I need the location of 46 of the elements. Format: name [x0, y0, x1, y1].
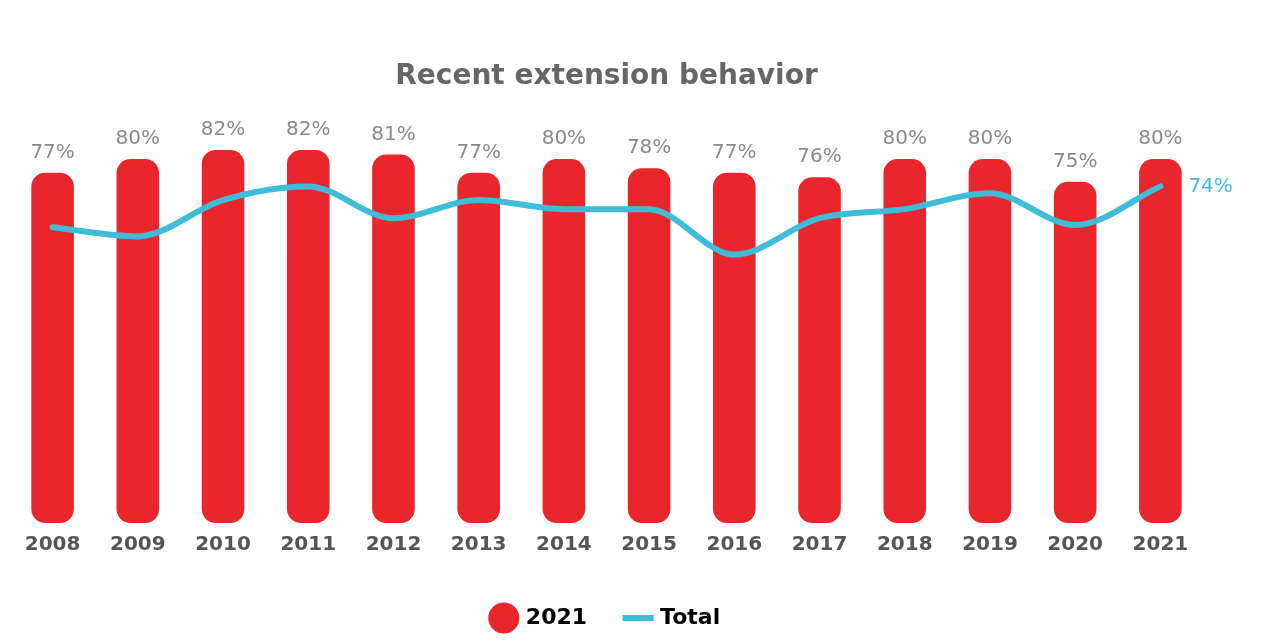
data-label: 80%	[541, 125, 587, 150]
data-label: 74%	[1188, 172, 1233, 197]
bar	[713, 172, 756, 523]
bar	[1053, 181, 1097, 523]
data-label: 81%	[371, 120, 416, 145]
bar	[883, 159, 927, 523]
bar	[457, 172, 500, 523]
data-label: 80%	[882, 125, 927, 150]
x-tick-label: 2014	[536, 531, 592, 556]
data-label: 76%	[797, 143, 842, 168]
bar	[627, 168, 671, 523]
x-tick-label: 2019	[962, 531, 1018, 556]
x-tick-label: 2018	[876, 531, 933, 556]
bar	[798, 177, 841, 523]
x-tick-label: 2021	[1132, 531, 1189, 556]
x-tick-label: 2015	[621, 531, 677, 556]
data-label: 82%	[200, 116, 246, 141]
data-label: 82%	[286, 116, 331, 141]
data-label: 80%	[115, 125, 161, 150]
legend-label: 2021	[525, 603, 588, 629]
bar	[116, 159, 160, 523]
data-label: 75%	[1052, 148, 1098, 173]
x-tick-label: 2010	[195, 531, 251, 556]
bar	[286, 149, 330, 523]
data-label: 80%	[967, 125, 1013, 150]
data-label: 77%	[712, 138, 757, 163]
bar	[31, 172, 74, 523]
data-label: 77%	[456, 138, 501, 163]
x-tick-label: 2016	[706, 531, 763, 556]
bar	[372, 154, 415, 523]
x-tick-label: 2009	[109, 531, 166, 556]
x-tick-label: 2008	[24, 531, 81, 556]
legend-label: Total	[660, 603, 721, 629]
bar	[1139, 159, 1182, 523]
data-label: 80%	[1138, 125, 1183, 150]
data-label: 78%	[626, 134, 672, 159]
data-label: 77%	[30, 138, 75, 163]
x-tick-label: 2013	[450, 531, 507, 556]
bar	[201, 149, 245, 523]
chart-title: Recent extension behavior	[395, 58, 818, 92]
x-tick-label: 2020	[1047, 531, 1104, 556]
x-tick-label: 2012	[365, 531, 422, 556]
x-tick-label: 2011	[280, 531, 337, 556]
x-tick-label: 2017	[791, 531, 848, 556]
bar	[542, 159, 586, 523]
bar	[968, 159, 1012, 523]
